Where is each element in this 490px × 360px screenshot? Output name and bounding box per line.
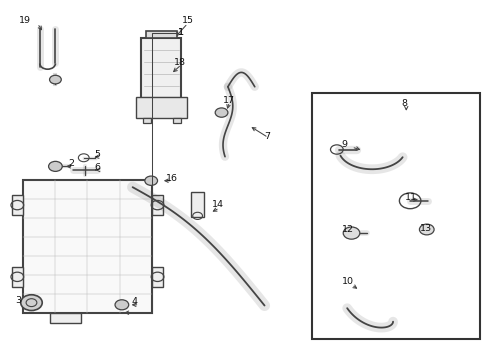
Circle shape [21,295,42,311]
Text: 13: 13 [420,224,432,233]
Circle shape [49,75,61,84]
Bar [191,192,204,217]
Text: 1: 1 [177,28,184,37]
Circle shape [145,176,158,185]
Bar [172,118,180,123]
Text: 5: 5 [95,150,100,159]
Text: 12: 12 [342,225,354,234]
Circle shape [115,300,129,310]
Bar [144,118,151,123]
Circle shape [215,108,228,117]
Bar [12,195,23,215]
Text: 8: 8 [401,99,407,108]
Bar [49,313,81,323]
Text: 15: 15 [181,16,194,25]
Text: 14: 14 [212,200,224,209]
Bar [147,31,176,39]
Text: 19: 19 [19,16,31,25]
Circle shape [49,161,62,171]
Text: 9: 9 [342,140,348,149]
Bar [313,93,480,339]
Text: 11: 11 [405,193,417,202]
Bar [12,267,23,287]
Circle shape [419,224,434,235]
Circle shape [343,227,360,239]
Text: 3: 3 [15,296,22,305]
Text: 10: 10 [342,276,354,285]
Bar [23,180,152,313]
Text: 7: 7 [265,132,270,141]
Text: 17: 17 [223,96,235,105]
Text: 4: 4 [132,297,138,306]
Bar [152,267,163,287]
Text: 1: 1 [177,28,184,37]
Bar [142,39,181,98]
Bar [152,195,163,215]
Text: 18: 18 [174,58,186,67]
Text: 2: 2 [68,159,74,168]
Text: 16: 16 [166,174,178,183]
Text: 6: 6 [95,163,100,172]
Bar [136,97,187,118]
